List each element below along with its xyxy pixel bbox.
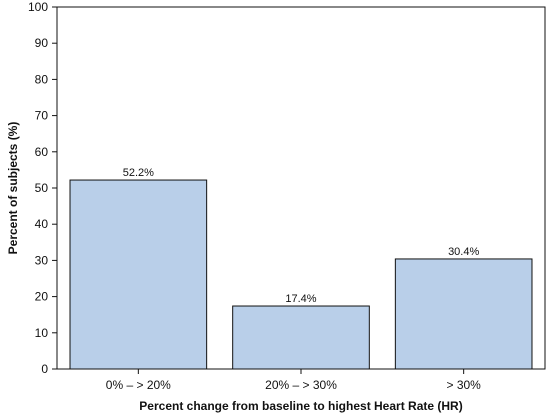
bar — [232, 305, 370, 370]
bar — [69, 179, 208, 370]
y-tick-label: 100 — [28, 0, 48, 14]
bar-data-label: 52.2% — [123, 167, 154, 179]
x-tick-label: 20% – > 30% — [265, 378, 337, 392]
bars-group — [69, 179, 533, 370]
y-tick-label: 20 — [35, 290, 49, 304]
y-tick-label: 70 — [35, 109, 49, 123]
x-tick-label: > 30% — [446, 378, 481, 392]
y-tick-label: 40 — [35, 217, 49, 231]
bar-data-label: 30.4% — [448, 246, 479, 258]
y-tick-label: 80 — [35, 72, 49, 86]
y-tick-label: 0 — [41, 362, 48, 376]
y-tick-label: 10 — [35, 326, 49, 340]
y-tick-label: 30 — [35, 253, 49, 267]
y-axis-title: Percent of subjects (%) — [6, 122, 20, 255]
bar — [394, 258, 533, 370]
x-tick-label: 0% – > 20% — [106, 378, 171, 392]
x-axis-title: Percent change from baseline to highest … — [139, 399, 462, 413]
y-tick-label: 90 — [35, 36, 49, 50]
x-axis: 0% – > 20% 20% – > 30% > 30% — [106, 369, 481, 392]
plot-area: 52.2% 17.4% 30.4% — [56, 6, 546, 370]
y-tick-label: 50 — [35, 181, 49, 195]
data-labels-group: 52.2% 17.4% 30.4% — [123, 167, 480, 305]
bar-data-label: 17.4% — [285, 293, 316, 305]
y-tick-label: 60 — [35, 145, 49, 159]
y-axis: 0 10 20 30 40 50 60 70 80 90 100 — [28, 0, 57, 376]
